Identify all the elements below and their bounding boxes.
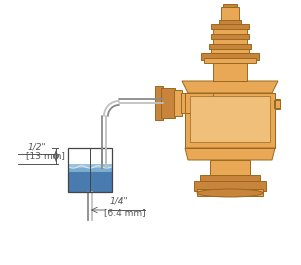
Bar	[200, 175, 260, 181]
Bar	[201, 53, 259, 60]
Text: 1/4": 1/4"	[110, 196, 129, 205]
Polygon shape	[185, 148, 275, 160]
Bar	[68, 148, 112, 192]
Bar	[204, 58, 256, 63]
Bar	[262, 97, 274, 111]
Bar	[274, 100, 280, 108]
Bar	[181, 93, 213, 113]
Bar	[174, 90, 182, 116]
Bar	[219, 20, 241, 24]
Bar	[194, 181, 266, 191]
Bar	[272, 99, 280, 109]
Bar	[211, 24, 249, 29]
Bar	[185, 93, 275, 148]
Polygon shape	[182, 81, 278, 93]
Bar	[211, 34, 249, 39]
Bar	[68, 164, 112, 172]
Bar	[210, 160, 250, 175]
Bar	[223, 4, 237, 8]
Bar	[221, 7, 239, 21]
Bar	[190, 96, 270, 142]
Bar	[192, 98, 268, 140]
Bar	[213, 63, 247, 81]
Text: [13 mm]: [13 mm]	[26, 151, 65, 160]
Bar	[211, 49, 249, 53]
Bar	[161, 88, 175, 118]
Bar	[68, 164, 112, 168]
Text: 1/2": 1/2"	[28, 143, 47, 152]
Bar	[213, 39, 247, 44]
Bar	[68, 148, 112, 192]
Bar	[209, 44, 251, 49]
Bar	[213, 29, 247, 34]
Bar	[197, 189, 263, 196]
Bar	[185, 93, 275, 148]
Bar	[155, 86, 163, 120]
Ellipse shape	[197, 189, 263, 197]
Text: [6.4 mm]: [6.4 mm]	[104, 208, 146, 217]
Bar	[68, 164, 112, 192]
